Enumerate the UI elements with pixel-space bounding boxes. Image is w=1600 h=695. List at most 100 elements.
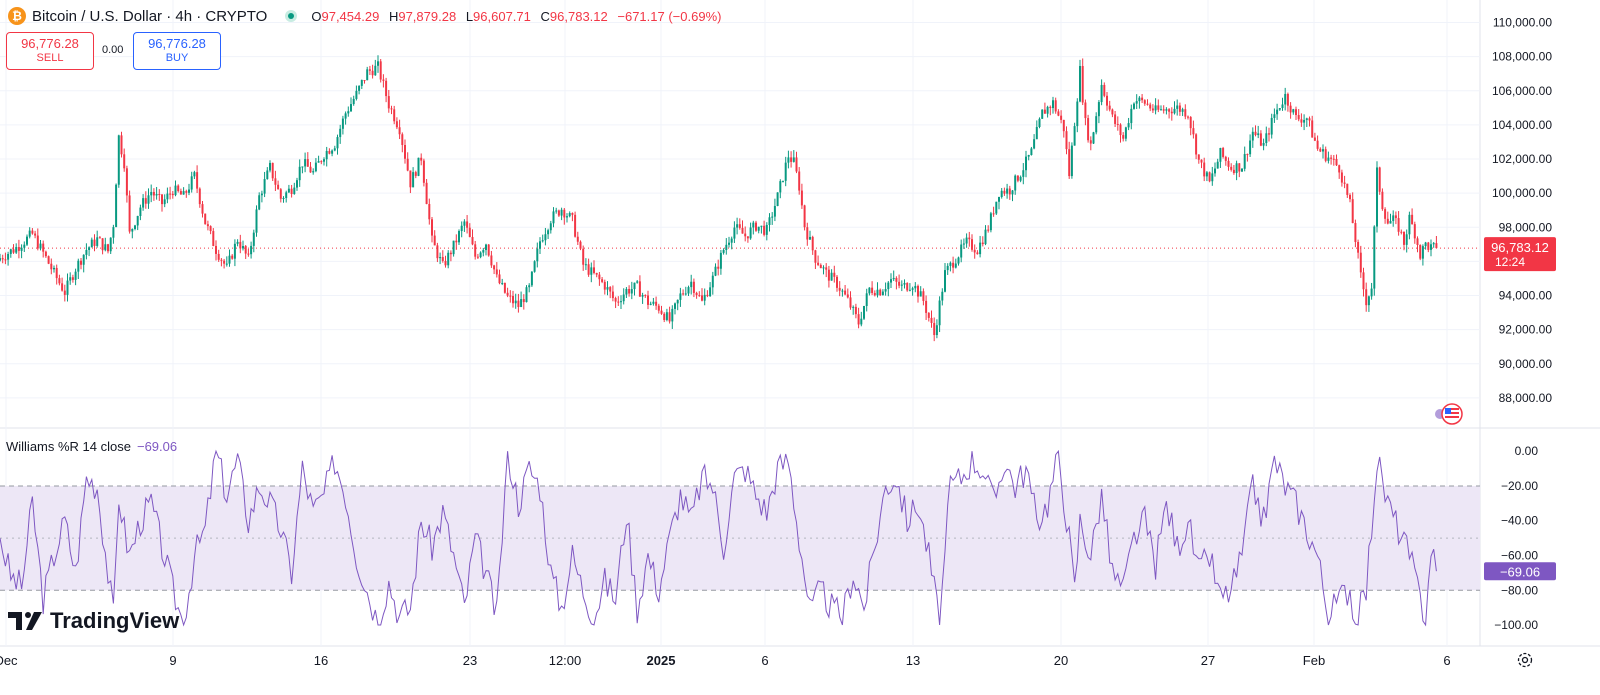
candle-body	[50, 263, 53, 270]
candle	[757, 226, 760, 234]
candle-body	[482, 250, 485, 253]
candle-body	[263, 179, 266, 194]
candle	[123, 148, 126, 172]
candle-body	[663, 313, 666, 320]
ohlc-values: O97,454.29 H97,879.28 L96,607.71 C96,783…	[311, 8, 722, 24]
candle-body	[836, 276, 838, 288]
candle	[614, 296, 617, 309]
candle-body	[965, 237, 968, 244]
candle	[773, 198, 776, 222]
candle	[1200, 159, 1203, 169]
candle	[787, 150, 790, 169]
candle-body	[1062, 119, 1065, 132]
candle	[1106, 92, 1108, 111]
candle-body	[336, 137, 339, 149]
candle	[344, 111, 347, 125]
candle	[636, 279, 639, 284]
candle-body	[1033, 139, 1036, 149]
candle	[1111, 108, 1114, 118]
candle-body	[908, 289, 911, 291]
candle-body	[566, 216, 568, 218]
us-flag-icon[interactable]	[1432, 402, 1466, 426]
candle-body	[1430, 244, 1432, 250]
candle-body	[471, 237, 474, 245]
candle-body	[1384, 209, 1387, 219]
indicator-legend[interactable]: Williams %R 14 close −69.06	[6, 439, 177, 454]
symbol-title[interactable]: Bitcoin / U.S. Dollar · 4h · CRYPTO	[32, 7, 268, 25]
candle-body	[433, 235, 436, 246]
candle	[849, 291, 852, 310]
gear-icon[interactable]	[1516, 651, 1534, 669]
candle	[1284, 87, 1287, 111]
candle	[898, 274, 901, 289]
candle-body	[185, 191, 188, 193]
candle	[144, 191, 147, 209]
sell-label: SELL	[36, 52, 64, 64]
candle	[1041, 109, 1044, 120]
candle-body	[776, 192, 779, 206]
candle-body	[1073, 126, 1076, 146]
tradingview-logo[interactable]: TradingView	[8, 608, 179, 634]
candle	[547, 228, 550, 239]
candle-body	[1257, 133, 1260, 136]
candle	[274, 170, 277, 192]
candle	[398, 119, 401, 140]
candle-body	[1273, 114, 1276, 118]
candle-body	[1405, 234, 1408, 245]
candle	[890, 273, 892, 289]
candle-body	[266, 170, 269, 180]
candle-body	[269, 162, 271, 171]
candle	[776, 192, 779, 207]
candle	[368, 65, 371, 75]
candle	[1313, 132, 1316, 142]
candle-body	[1378, 167, 1381, 192]
candle	[1251, 127, 1254, 148]
candle-body	[876, 289, 879, 296]
candle	[730, 236, 733, 250]
candle	[1135, 94, 1138, 110]
candle-body	[601, 279, 604, 282]
candle	[177, 184, 180, 193]
candle	[309, 162, 312, 173]
price-tick-label: 104,000.00	[1492, 118, 1552, 132]
candle	[1057, 109, 1060, 117]
candle-body	[606, 287, 609, 290]
candle-body	[1392, 215, 1395, 221]
candle-body	[201, 204, 204, 214]
candle-body	[760, 225, 763, 227]
candle-body	[906, 283, 909, 291]
candle-body	[582, 248, 585, 265]
candle	[136, 215, 139, 231]
candle-body	[800, 190, 803, 206]
candle-body	[809, 236, 811, 240]
sell-button[interactable]: 96,776.28 SELL	[6, 32, 94, 70]
candle-body	[935, 325, 938, 336]
buy-button[interactable]: 96,776.28 BUY	[133, 32, 221, 70]
candle	[1143, 99, 1146, 106]
candle	[463, 219, 466, 232]
candle	[522, 294, 525, 310]
candle-body	[868, 287, 871, 294]
candle-body	[957, 257, 960, 264]
candle-body	[1081, 66, 1084, 103]
candle	[1189, 116, 1192, 136]
candle	[206, 220, 209, 231]
candle	[204, 213, 207, 225]
candle-body	[390, 108, 393, 110]
candle	[954, 258, 957, 269]
price-tick-label: 106,000.00	[1492, 84, 1552, 98]
candle	[871, 281, 874, 296]
candle	[965, 233, 968, 248]
candle-body	[1106, 95, 1108, 106]
candle	[485, 243, 487, 256]
candle-body	[1289, 105, 1292, 113]
candle	[215, 240, 217, 261]
candle	[798, 167, 801, 195]
candle-body	[220, 259, 223, 261]
candle-body	[277, 184, 280, 190]
candle	[179, 188, 182, 195]
candle-body	[28, 230, 31, 237]
indicator-name: Williams %R 14 close	[6, 439, 131, 454]
indicator-tick-label: −40.00	[1501, 514, 1538, 528]
